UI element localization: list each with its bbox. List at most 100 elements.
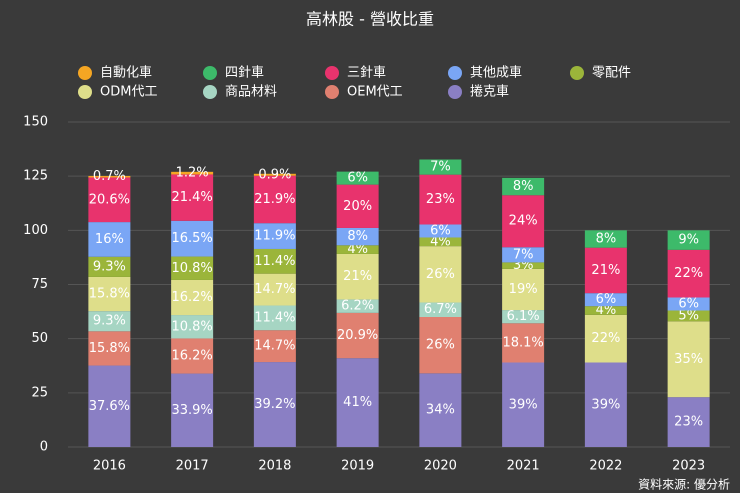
x-tick-label: 2023 [672, 459, 705, 474]
data-label: 18.1% [502, 335, 543, 350]
y-tick-label: 150 [23, 115, 48, 130]
y-tick-label: 25 [31, 385, 48, 400]
data-label: 21.9% [254, 192, 295, 207]
bar-segment [584, 314, 627, 363]
data-label: 5% [678, 308, 699, 323]
data-label: 0.9% [258, 167, 291, 182]
bar-segment [502, 262, 545, 269]
data-label: 26% [426, 267, 455, 282]
bar-segment [171, 220, 214, 257]
data-label: 7% [513, 247, 534, 262]
data-label: 14.7% [254, 339, 295, 354]
legend-swatch [570, 66, 584, 80]
data-label: 39.2% [254, 397, 295, 412]
data-label: 15.8% [89, 287, 130, 302]
bar-segment [171, 174, 214, 221]
bar-segment [88, 177, 131, 223]
legend-label: 捲克車 [470, 85, 509, 100]
bar-segment [88, 311, 131, 332]
data-label: 21% [591, 263, 620, 278]
bar-segment [667, 297, 710, 311]
data-label: 19% [509, 282, 538, 297]
data-label: 11.4% [254, 310, 295, 325]
legend-label: 四針車 [225, 66, 264, 81]
bar-segment [502, 177, 545, 196]
legend-label: 零配件 [592, 66, 631, 81]
bar-segment [171, 171, 214, 175]
bar-segment [584, 362, 627, 447]
x-tick-label: 2020 [424, 459, 457, 474]
bar-segment [584, 293, 627, 307]
bar-segment [253, 175, 296, 224]
bar-segment [584, 247, 627, 294]
data-label: 9.3% [93, 259, 126, 274]
data-label: 0.7% [93, 169, 126, 184]
bar-segment [419, 317, 462, 374]
bar-segment [419, 373, 462, 447]
bar-segment [667, 397, 710, 447]
y-tick-label: 100 [23, 223, 48, 238]
bar-segment [502, 268, 545, 311]
data-label: 20.6% [89, 192, 130, 207]
x-tick-label: 2022 [589, 459, 622, 474]
x-tick-label: 2016 [93, 459, 126, 474]
data-label: 10.8% [171, 319, 212, 334]
data-label: 8% [513, 179, 534, 194]
x-tick-label: 2019 [341, 459, 374, 474]
legend-swatch [78, 66, 92, 80]
bar-segment [336, 171, 379, 185]
y-tick-label: 50 [31, 331, 48, 346]
x-tick-label: 2018 [258, 459, 291, 474]
data-label: 16.2% [171, 290, 212, 305]
bar-segment [336, 227, 379, 246]
data-label: 14.7% [254, 282, 295, 297]
legend-label: OEM代工 [347, 85, 403, 100]
data-label: 16% [95, 232, 124, 247]
bar-segment [253, 223, 296, 249]
bar-segment [171, 315, 214, 339]
bar-segment [253, 362, 296, 447]
data-label: 39% [509, 397, 538, 412]
data-label: 6% [430, 223, 451, 238]
legend-label: 其他成車 [470, 66, 522, 81]
bar-segment [667, 230, 710, 250]
bar-segment [171, 373, 214, 447]
bar-segment [502, 310, 545, 324]
bar-segment [336, 184, 379, 228]
bar-segment [336, 253, 379, 300]
data-label: 10.8% [171, 261, 212, 276]
data-label: 6% [678, 297, 699, 312]
y-tick-label: 125 [23, 169, 48, 184]
chart-title: 高林股 - 營收比重 [306, 10, 434, 29]
bar-segment [253, 273, 296, 306]
legend-label: ODM代工 [100, 85, 157, 100]
data-label: 9% [678, 233, 699, 248]
data-label: 37.6% [89, 399, 130, 414]
legend-swatch [325, 85, 339, 99]
y-tick-label: 75 [31, 277, 48, 292]
data-label: 24% [509, 214, 538, 229]
bar-segment [502, 195, 545, 248]
bar-segment [419, 224, 462, 238]
bar-segment [584, 230, 627, 248]
data-label: 21.4% [171, 190, 212, 205]
bar-segment [88, 256, 131, 277]
legend-label: 商品材料 [225, 85, 277, 100]
x-tick-label: 2017 [176, 459, 209, 474]
bar-segment [336, 358, 379, 447]
data-label: 16.5% [171, 231, 212, 246]
bar-segment [502, 362, 545, 447]
legend-label: 自動化車 [100, 66, 152, 81]
data-label: 6.1% [507, 309, 540, 324]
data-label: 6% [596, 292, 617, 307]
bar-segment [253, 173, 296, 176]
bar-segment [584, 306, 627, 315]
data-label: 9.3% [93, 314, 126, 329]
data-label: 21% [343, 269, 372, 284]
data-label: 7% [430, 160, 451, 175]
bar-segment [253, 305, 296, 331]
bar-segment [419, 159, 462, 175]
bar-segment [667, 249, 710, 298]
data-label: 8% [596, 232, 617, 247]
